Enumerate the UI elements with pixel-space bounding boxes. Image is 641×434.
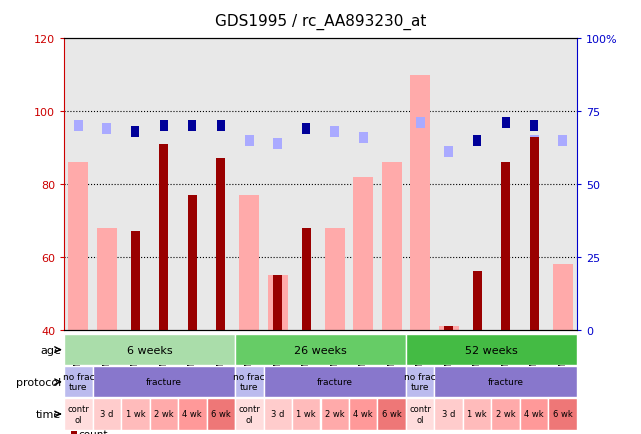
Bar	[349, 398, 378, 430]
Bar	[435, 398, 463, 430]
Bar	[325, 228, 345, 330]
Text: 3 d: 3 d	[100, 410, 113, 418]
Bar	[160, 121, 168, 132]
Bar	[64, 398, 92, 430]
Bar	[64, 366, 92, 398]
Bar	[235, 398, 263, 430]
Bar	[92, 398, 121, 430]
Bar	[529, 135, 538, 146]
Text: age: age	[40, 345, 61, 355]
Bar	[263, 366, 406, 398]
Text: fracture: fracture	[488, 378, 524, 386]
Bar	[406, 366, 435, 398]
Text: contr
ol: contr ol	[238, 404, 260, 424]
Bar	[529, 137, 538, 330]
Bar	[235, 366, 263, 398]
Bar	[217, 121, 225, 132]
Text: 4 wk: 4 wk	[524, 410, 544, 418]
Bar	[121, 398, 149, 430]
Text: 3 d: 3 d	[271, 410, 285, 418]
Text: GDS1995 / rc_AA893230_at: GDS1995 / rc_AA893230_at	[215, 14, 426, 30]
Text: 1 wk: 1 wk	[467, 410, 487, 418]
Bar	[239, 195, 259, 330]
Bar	[444, 326, 453, 330]
Bar	[292, 398, 320, 430]
Bar	[330, 127, 339, 138]
Bar	[273, 275, 282, 330]
Bar	[263, 398, 292, 430]
Text: fracture: fracture	[146, 378, 182, 386]
Bar	[178, 398, 206, 430]
Text: 2 wk: 2 wk	[325, 410, 345, 418]
Bar	[502, 118, 510, 129]
Bar	[303, 124, 310, 135]
Text: no frac
ture: no frac ture	[233, 372, 265, 391]
Bar	[206, 398, 235, 430]
Text: 2 wk: 2 wk	[154, 410, 174, 418]
Bar	[520, 398, 549, 430]
Text: contr
ol: contr ol	[67, 404, 89, 424]
Bar	[92, 366, 235, 398]
Bar	[149, 398, 178, 430]
Bar	[435, 366, 577, 398]
Bar	[558, 135, 567, 146]
Bar	[410, 76, 430, 330]
Bar	[69, 163, 88, 330]
Bar	[463, 398, 492, 430]
Text: 6 wk: 6 wk	[211, 410, 231, 418]
Bar	[74, 121, 83, 132]
Text: 3 d: 3 d	[442, 410, 455, 418]
Bar	[320, 398, 349, 430]
Text: 6 wk: 6 wk	[382, 410, 402, 418]
Bar	[160, 145, 169, 330]
Bar	[473, 135, 481, 146]
Bar	[406, 398, 435, 430]
Bar	[382, 163, 402, 330]
Bar	[416, 118, 425, 129]
Text: fracture: fracture	[317, 378, 353, 386]
Bar	[302, 228, 311, 330]
Bar	[353, 177, 373, 330]
Text: contr
ol: contr ol	[409, 404, 431, 424]
Text: 4 wk: 4 wk	[353, 410, 373, 418]
Bar	[268, 275, 288, 330]
Bar	[530, 121, 538, 132]
Bar	[235, 334, 406, 365]
Bar	[103, 124, 112, 135]
Text: 1 wk: 1 wk	[296, 410, 316, 418]
Bar	[444, 147, 453, 158]
Bar	[188, 121, 196, 132]
Bar	[131, 232, 140, 330]
Bar	[216, 159, 225, 330]
Bar	[492, 398, 520, 430]
Bar	[501, 163, 510, 330]
Bar	[438, 326, 459, 330]
Bar	[472, 272, 481, 330]
Text: time: time	[36, 409, 61, 419]
Text: 26 weeks: 26 weeks	[294, 345, 347, 355]
Text: count: count	[78, 429, 108, 434]
Text: no frac
ture: no frac ture	[404, 372, 436, 391]
Bar	[131, 127, 139, 138]
Text: 4 wk: 4 wk	[183, 410, 202, 418]
Text: 2 wk: 2 wk	[496, 410, 515, 418]
Bar	[359, 132, 368, 143]
Bar	[378, 398, 406, 430]
Bar	[188, 195, 197, 330]
Text: 6 wk: 6 wk	[553, 410, 572, 418]
Bar	[406, 334, 577, 365]
Bar	[273, 138, 282, 149]
Bar	[97, 228, 117, 330]
Text: protocol: protocol	[15, 377, 61, 387]
Text: no frac
ture: no frac ture	[63, 372, 94, 391]
Text: 1 wk: 1 wk	[126, 410, 145, 418]
Text: 6 weeks: 6 weeks	[127, 345, 172, 355]
Bar	[553, 264, 572, 330]
Bar	[549, 398, 577, 430]
Text: 52 weeks: 52 weeks	[465, 345, 518, 355]
Bar	[64, 334, 235, 365]
Bar	[245, 135, 254, 146]
